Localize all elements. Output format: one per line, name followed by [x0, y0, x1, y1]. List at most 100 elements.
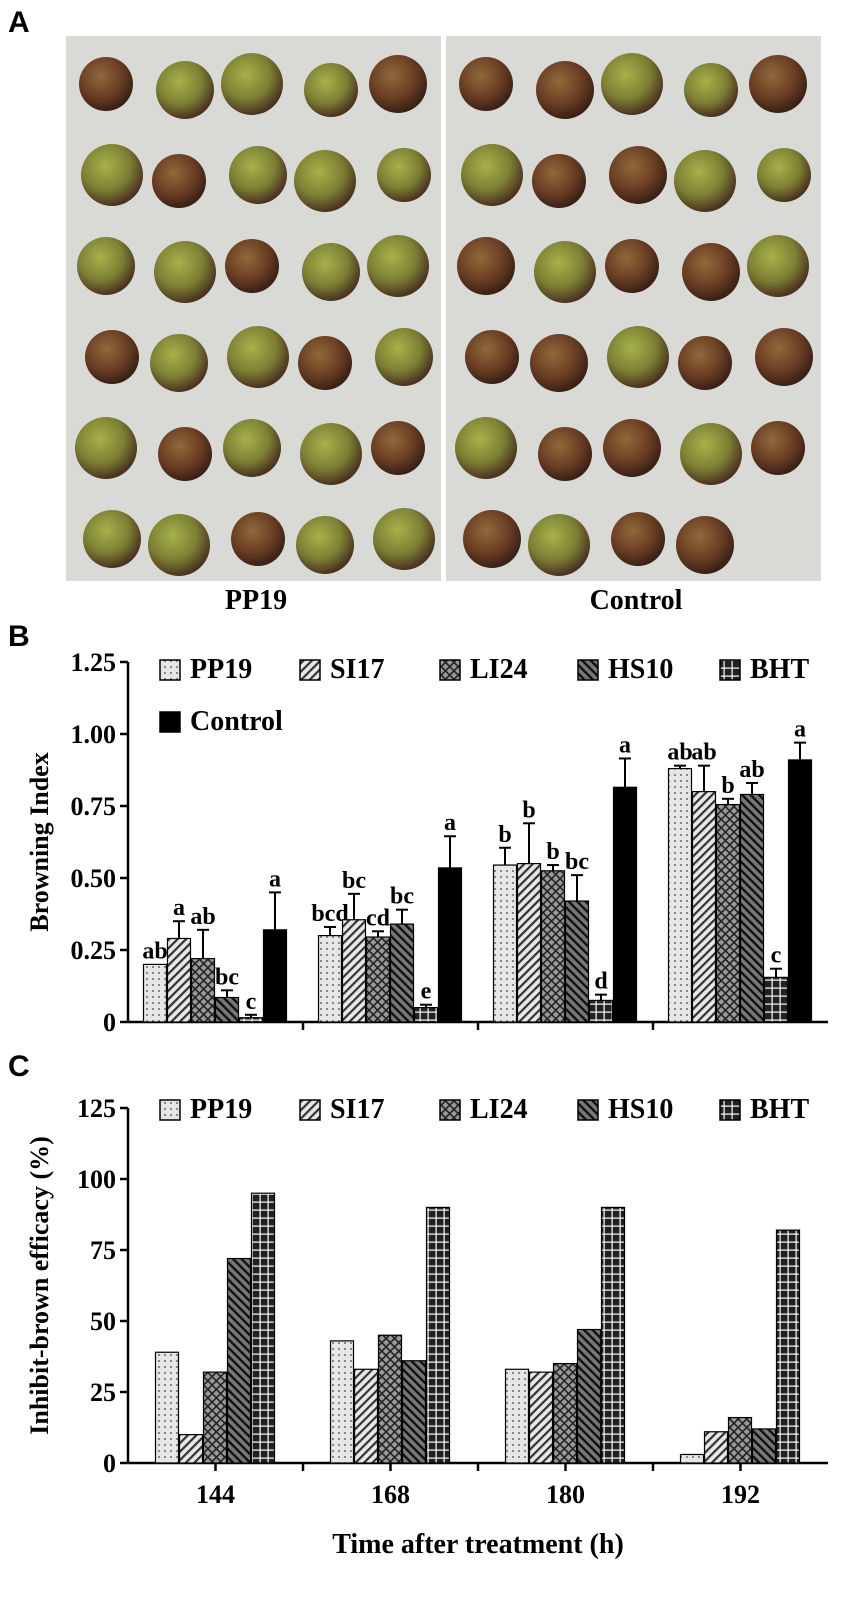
y-tick-label: 0 [103, 1008, 116, 1037]
photo-control [446, 36, 821, 581]
lychee-fruit [682, 243, 740, 301]
bar-li24 [552, 1363, 578, 1464]
bar-control [437, 867, 463, 1023]
bar-pp19 [142, 963, 168, 1023]
lychee-fruit [375, 328, 433, 386]
lychee-fruit [674, 150, 736, 212]
lychee-fruit [751, 421, 805, 475]
lychee-fruit [294, 150, 356, 212]
legend-label: BHT [750, 654, 809, 685]
bar-li24 [715, 803, 741, 1023]
lychee-fruit [156, 61, 214, 119]
bar-li24 [365, 936, 391, 1023]
bar-hs10 [739, 793, 765, 1023]
significance-label: bc [215, 964, 239, 990]
y-tick-label: 1.25 [71, 648, 117, 677]
inhibit-brown-efficacy-chart: 0 25 50 75 100 125 Inhibit-brown efficacy (%) 1… [25, 1094, 828, 1560]
lychee-fruit [461, 144, 523, 206]
legend-swatch [439, 659, 461, 681]
lychee-fruit [227, 326, 289, 388]
bar-pp19 [504, 1368, 530, 1464]
panel-c-letter: C [8, 1050, 30, 1083]
y-tick-label: 0 [103, 1449, 116, 1478]
bar-hs10 [576, 1328, 602, 1464]
lychee-fruit [298, 336, 352, 390]
bar-bht [775, 1229, 801, 1464]
significance-label: a [794, 717, 806, 743]
bar-pp19 [667, 767, 693, 1023]
significance-label: ab [190, 904, 215, 930]
lychee-fruit [538, 427, 592, 481]
significance-label: c [246, 989, 257, 1015]
bar-bht [425, 1206, 451, 1464]
lychee-fruit [528, 514, 590, 576]
x-axis-label: Time after treatment (h) [332, 1529, 624, 1560]
y-tick-label: 75 [90, 1236, 116, 1265]
significance-label: a [173, 895, 185, 921]
significance-label: bc [342, 868, 366, 894]
bar-li24 [377, 1334, 403, 1464]
lychee-fruit [377, 148, 431, 202]
legend-label: HS10 [608, 654, 673, 685]
lychee-fruit [605, 239, 659, 293]
lychee-fruit [302, 243, 360, 301]
legend-swatch [299, 659, 321, 681]
bar-control [262, 929, 288, 1023]
significance-label: ab [691, 740, 716, 766]
bar-bht [413, 1007, 439, 1023]
legend-swatch [577, 659, 599, 681]
lychee-fruit [158, 427, 212, 481]
lychee-fruit [85, 330, 139, 384]
bar-li24 [202, 1371, 228, 1464]
bar-si17 [691, 791, 717, 1023]
lychee-fruit [607, 326, 669, 388]
panel-b-letter: B [8, 620, 30, 653]
significance-label: b [546, 839, 559, 865]
lychee-fruit [229, 146, 287, 204]
y-tick-label: 125 [77, 1094, 116, 1123]
control-fruit-photo [455, 53, 813, 576]
bar-bht [588, 999, 614, 1023]
legend-label: PP19 [190, 654, 252, 685]
bar-si17 [353, 1368, 379, 1464]
bar-control [787, 759, 813, 1023]
lychee-fruit [221, 53, 283, 115]
legend-label: Control [190, 706, 283, 737]
bar-bht [250, 1192, 276, 1464]
lychee-fruit [154, 241, 216, 303]
legend-label: LI24 [470, 654, 528, 685]
significance-label: b [522, 797, 535, 823]
y-tick-label: 50 [90, 1307, 116, 1336]
bar-bht [763, 976, 789, 1023]
significance-label: bc [565, 849, 589, 875]
legend-label: PP19 [190, 1094, 252, 1125]
lychee-fruit [373, 508, 435, 570]
significance-label: e [421, 979, 432, 1005]
x-tick-label: 168 [371, 1480, 410, 1509]
bar-hs10 [389, 923, 415, 1023]
significance-label: ab [142, 938, 167, 964]
significance-label: bc [390, 884, 414, 910]
bar-si17 [341, 919, 367, 1023]
legend-label: SI17 [330, 654, 384, 685]
legend-swatch [159, 711, 181, 733]
lychee-fruit [369, 55, 427, 113]
significance-label: cd [366, 905, 391, 931]
caption-pp19: PP19 [224, 585, 288, 616]
legend-label: LI24 [470, 1094, 528, 1125]
lychee-fruit [371, 421, 425, 475]
bar-si17 [703, 1431, 729, 1464]
legend-swatch [577, 1099, 599, 1121]
y-tick-label: 100 [77, 1165, 116, 1194]
lychee-fruit [603, 419, 661, 477]
lychee-fruit [79, 57, 133, 111]
lychee-fruit [152, 154, 206, 208]
lychee-fruit [367, 235, 429, 297]
y-tick-label: 25 [90, 1378, 116, 1407]
lychee-fruit [75, 417, 137, 479]
significance-label: ab [667, 740, 692, 766]
panel-a-letter: A [8, 6, 30, 39]
lychee-fruit [225, 239, 279, 293]
bar-hs10 [564, 900, 590, 1023]
lychee-fruit [465, 330, 519, 384]
